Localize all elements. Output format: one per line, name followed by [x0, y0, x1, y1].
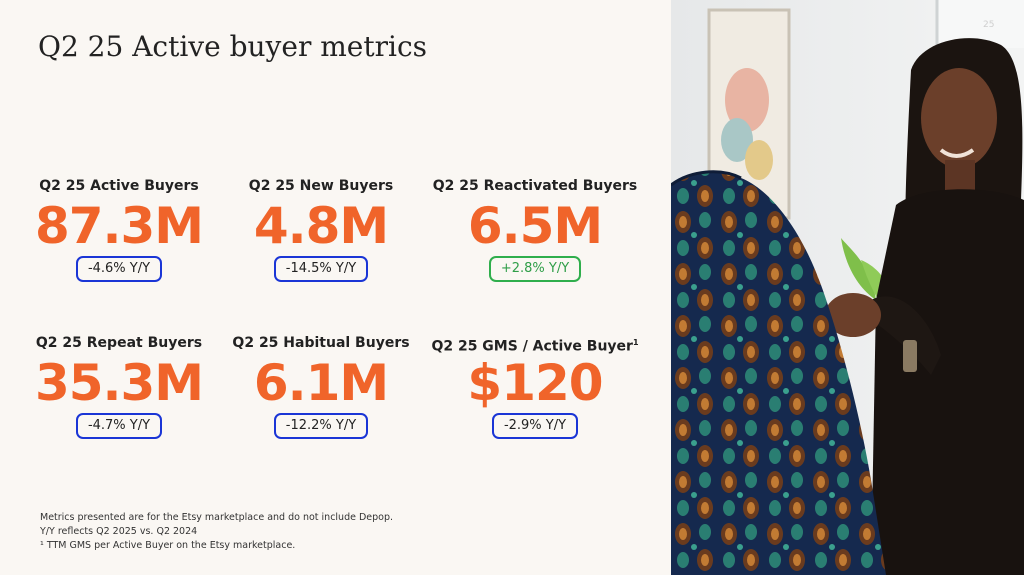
footnote-line: Metrics presented are for the Etsy marke… — [40, 512, 394, 523]
sweater — [871, 189, 1024, 575]
footnote-line: ¹ TTM GMS per Active Buyer on the Etsy m… — [40, 540, 296, 551]
change-badge: -4.6% Y/Y — [75, 256, 163, 282]
metric-label-text: Q2 25 GMS / Active Buyer — [431, 338, 633, 355]
face — [921, 68, 997, 168]
page-number: 25 — [983, 20, 994, 30]
metric-label: Q2 25 GMS / Active Buyer1 — [426, 333, 644, 355]
metric-reactivated-buyers: Q2 25 Reactivated Buyers 6.5M +2.8% Y/Y — [426, 176, 644, 284]
metric-habitual-buyers: Q2 25 Habitual Buyers 6.1M -12.2% Y/Y — [212, 333, 430, 441]
metric-gms-per-active-buyer: Q2 25 GMS / Active Buyer1 $120 -2.9% Y/Y — [426, 333, 644, 441]
metric-value: 35.3M — [34, 354, 204, 412]
plant — [841, 238, 876, 300]
patterned-garment — [671, 171, 886, 575]
change-badge: +2.8% Y/Y — [488, 256, 582, 282]
change-badge: -12.2% Y/Y — [273, 413, 369, 439]
metric-label: Q2 25 Habitual Buyers — [232, 335, 410, 351]
metric-value: 4.8M — [253, 197, 389, 255]
photo-woman-holding-patterned-garment: 25 — [671, 0, 1024, 575]
change-badge: -14.5% Y/Y — [273, 256, 369, 282]
metric-label: Q2 25 Reactivated Buyers — [432, 178, 638, 194]
footnote-line: Y/Y reflects Q2 2025 vs. Q2 2024 — [40, 526, 198, 537]
metric-repeat-buyers: Q2 25 Repeat Buyers 35.3M -4.7% Y/Y — [10, 333, 228, 441]
hand — [825, 293, 881, 337]
metric-value: 6.5M — [467, 197, 603, 255]
metric-label: Q2 25 New Buyers — [248, 178, 394, 194]
metric-active-buyers: Q2 25 Active Buyers 87.3M -4.6% Y/Y — [10, 176, 228, 284]
watch — [903, 340, 917, 372]
metric-label: Q2 25 Active Buyers — [39, 178, 199, 194]
metrics-panel: Q2 25 Active buyer metrics Q2 25 Active … — [0, 0, 671, 575]
metric-value: 87.3M — [34, 197, 204, 255]
change-badge: -2.9% Y/Y — [491, 413, 579, 439]
metric-label: Q2 25 Repeat Buyers — [35, 335, 203, 351]
footnote-marker: 1 — [632, 338, 639, 347]
footnotes: Metrics presented are for the Etsy marke… — [40, 511, 393, 553]
slide-title: Q2 25 Active buyer metrics — [38, 30, 427, 63]
metric-new-buyers: Q2 25 New Buyers 4.8M -14.5% Y/Y — [212, 176, 430, 284]
metric-value: 6.1M — [253, 354, 389, 412]
metric-value: $120 — [467, 354, 603, 412]
change-badge: -4.7% Y/Y — [75, 413, 163, 439]
